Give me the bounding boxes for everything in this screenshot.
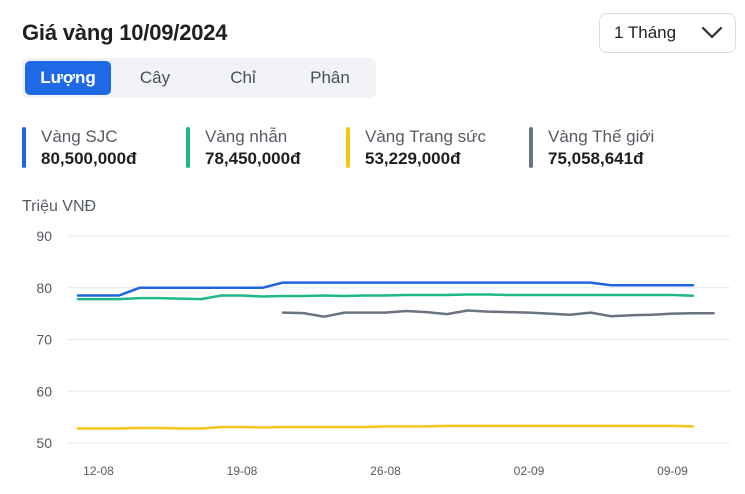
series-line-vàng-nhẫn [76,293,695,301]
legend-value: 80,500,000đ [41,149,137,168]
legend-name: Vàng Trang sức [365,127,487,146]
y-axis-label: Triệu VNĐ [22,198,97,215]
legend-name: Vàng nhẫn [205,127,288,146]
legend-name: Vàng Thế giới [548,127,655,146]
legend-item-nhan: Vàng nhẫn 78,450,000đ [186,127,300,170]
x-tick-label: 19-08 [227,464,258,478]
tab-phan[interactable]: Phân [310,68,350,87]
x-tick-label: 02-09 [514,464,545,478]
x-tick-label: 12-08 [83,464,114,478]
x-tick-label: 26-08 [370,464,401,478]
series-line-vàng-sjc [76,281,695,297]
legend-color-bar [22,127,26,168]
tab-chi[interactable]: Chỉ [230,68,256,87]
tab-cay[interactable]: Cây [139,68,171,87]
legend-value: 53,229,000đ [365,149,461,168]
x-tick-label: 09-09 [657,464,688,478]
legend-item-the-gioi: Vàng Thế giới 75,058,641đ [529,127,654,170]
y-tick-label: 50 [36,435,52,451]
legend-name: Vàng SJC [41,127,118,146]
period-select-value: 1 Tháng [614,23,677,42]
series-line-vàng-trang-sức [76,424,695,430]
y-tick-label: 70 [36,332,52,348]
y-tick-label: 60 [36,383,52,399]
chevron-down-icon [701,26,723,39]
page-title: Giá vàng 10/09/2024 [22,20,228,45]
series-line-vàng-thế-giới [281,309,715,318]
legend-item-trang-suc: Vàng Trang sức 53,229,000đ [346,127,486,170]
tab-luong[interactable]: Lượng [25,61,111,95]
legend-color-bar [186,127,190,168]
legend-item-sjc: Vàng SJC 80,500,000đ [22,127,136,170]
legend-color-bar [346,127,350,168]
y-tick-label: 90 [36,228,52,244]
legend-value: 75,058,641đ [548,149,644,168]
legend-color-bar [529,127,533,168]
unit-tabs: Lượng Cây Chỉ Phân [22,58,376,98]
period-select[interactable]: 1 Tháng [599,13,736,53]
legend-value: 78,450,000đ [205,149,301,168]
y-tick-label: 80 [36,280,52,296]
